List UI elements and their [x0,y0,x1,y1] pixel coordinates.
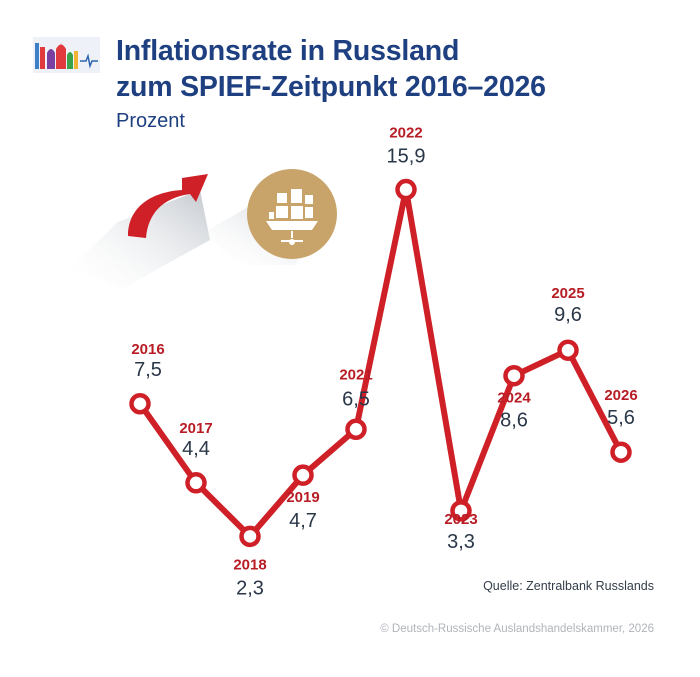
ship-emblem-icon [205,169,337,265]
year-label-2018: 2018 [233,556,266,573]
copyright-note: © Deutsch-Russische Auslandshandelskamme… [380,623,654,635]
data-point-2017 [185,472,207,494]
unit-subtitle: Prozent [116,110,185,132]
year-label-2021: 2021 [339,366,372,383]
year-label-2025: 2025 [551,285,584,302]
year-label-2019: 2019 [286,489,319,506]
data-point-2023 [450,500,472,522]
year-label-2022: 2022 [389,125,422,142]
data-point-2019 [292,464,314,486]
data-point-2016 [129,393,151,415]
data-point-2022 [395,178,417,201]
data-point-2024 [503,364,525,387]
title-line-2: zum SPIEF-Zeitpunkt 2016–2026 [116,71,546,103]
value-label-2026: 5,6 [607,407,635,429]
year-label-2024: 2024 [497,390,531,407]
source-note: Quelle: Zentralbank Russlands [483,579,654,593]
year-label-2016: 2016 [131,341,164,358]
year-label-2026: 2026 [604,387,637,404]
value-label-2021: 6,5 [342,388,370,410]
data-point-2026 [610,441,632,463]
rising-arrow-icon [70,174,210,290]
value-label-2017: 4,4 [182,438,210,460]
data-point-2021 [345,418,367,440]
spief-logo-icon [33,37,100,73]
data-point-2018 [239,525,261,548]
year-label-2017: 2017 [179,420,212,437]
value-label-2025: 9,6 [554,304,582,326]
series-line [137,186,624,540]
data-point-2025 [557,339,579,361]
value-label-2018: 2,3 [236,577,264,599]
year-label-2023: 2023 [444,511,477,528]
value-label-2023: 3,3 [447,531,475,553]
value-label-2016: 7,5 [134,359,162,381]
title-line-1: Inflationsrate in Russland [116,35,460,67]
value-label-2024: 8,6 [500,410,528,432]
chart-title: Inflationsrate in Russland zum SPIEF-Zei… [116,33,546,105]
value-label-2022: 15,9 [387,146,426,168]
value-label-2019: 4,7 [289,510,317,532]
